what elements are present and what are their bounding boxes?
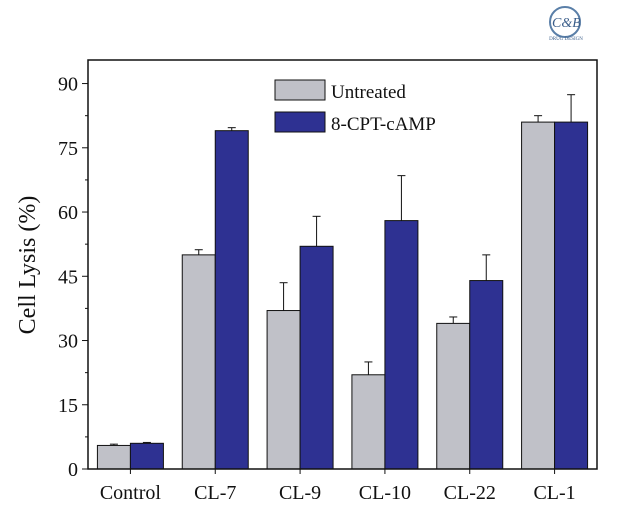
y-tick-label: 30 <box>58 331 78 353</box>
x-tick-label: CL-22 <box>444 482 496 504</box>
legend-label-8-cpt-camp: 8-CPT-cAMP <box>331 114 436 135</box>
bar-cl-22-camp <box>469 280 504 470</box>
x-tick-label: CL-10 <box>359 482 411 504</box>
bar-cl-9-untreated <box>266 310 301 470</box>
bar-cl-7-untreated <box>181 254 216 470</box>
bar-cl-22-untreated <box>436 322 471 470</box>
legend: Untreated 8-CPT-cAMP <box>274 79 436 135</box>
legend-label-untreated: Untreated <box>331 82 406 103</box>
y-axis-label: Cell Lysis (%) <box>15 196 41 335</box>
bar-control-camp <box>129 442 164 470</box>
legend-swatch-untreated <box>274 79 326 101</box>
plot-frame <box>87 59 598 470</box>
y-tick-label: 60 <box>58 202 78 224</box>
bar-cl-10-untreated <box>351 374 386 470</box>
bar-cl-9-camp <box>299 245 334 470</box>
svg-text:DRUG DESIGN: DRUG DESIGN <box>549 37 583 42</box>
y-tick-label: 15 <box>58 395 78 417</box>
x-tick-label: CL-9 <box>279 482 321 504</box>
svg-text:C&B: C&B <box>552 16 581 31</box>
x-tick-label: CL-7 <box>194 482 236 504</box>
y-tick-label: 75 <box>58 138 78 160</box>
logo: C&B DRUG DESIGN <box>549 6 583 42</box>
bar-cl-1-camp <box>554 121 589 470</box>
legend-swatch-8-cpt-camp <box>274 111 326 133</box>
x-tick-label: Control <box>100 482 162 504</box>
y-tick-label: 90 <box>58 74 78 96</box>
y-tick-label: 45 <box>58 266 78 288</box>
bar-cl-1-untreated <box>521 121 556 470</box>
x-tick-label: CL-1 <box>533 482 575 504</box>
bar-control-untreated <box>96 444 131 470</box>
y-tick-label: 0 <box>68 459 78 481</box>
bar-cl-10-camp <box>384 220 419 470</box>
bar-cl-7-camp <box>214 130 249 470</box>
